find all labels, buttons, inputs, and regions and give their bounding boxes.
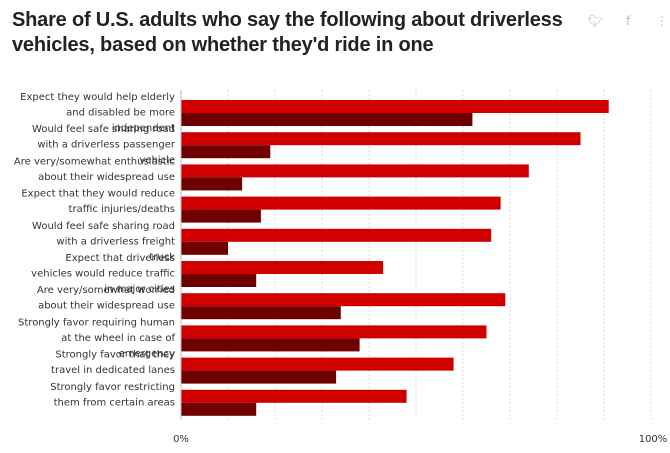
bar-s1-6	[181, 261, 384, 274]
bar-s2-4	[181, 209, 261, 223]
bar-s1-3	[181, 164, 529, 178]
category-label: at the wheel in case of	[61, 333, 175, 344]
category-label: Expect they would help elderly	[20, 92, 175, 103]
bar-s2-10	[181, 402, 257, 416]
category-label: Are very/somewhat worried	[37, 285, 175, 296]
category-label: Expect that they would reduce	[21, 189, 175, 200]
bar-s2-2	[181, 145, 271, 159]
x-tick-label: 100%	[639, 434, 668, 445]
category-label: and disabled be more	[66, 108, 175, 119]
category-label: about their widespread use	[38, 301, 175, 312]
category-label: vehicle	[139, 155, 175, 166]
category-label: with a driverless freight	[56, 236, 175, 247]
category-label: them from certain areas	[54, 397, 175, 408]
bar-s2-1	[181, 113, 473, 126]
category-label: about their widespread use	[38, 172, 175, 183]
twitter-icon[interactable]: 🐦︎	[588, 14, 604, 28]
bar-s1-5	[181, 228, 492, 242]
category-label: Would feel safe sharing road	[32, 124, 175, 135]
category-label: Expect that driverless	[65, 253, 175, 264]
bar-s1-8	[181, 325, 487, 339]
chart-title: Share of U.S. adults who say the followi…	[12, 9, 563, 56]
category-label: vehicles would reduce traffic	[31, 269, 175, 280]
bar-s1-1	[181, 100, 609, 113]
category-label: traffic injuries/deaths	[69, 204, 175, 215]
category-label: Strongly favor requiring human	[18, 317, 175, 328]
bar-s2-9	[181, 370, 337, 384]
bar-s2-6	[181, 274, 257, 287]
category-label: Strongly favor that they	[55, 350, 175, 361]
category-label: independent	[112, 123, 175, 134]
category-label: emergency	[119, 348, 175, 359]
bar-s2-7	[181, 306, 341, 320]
bar-s1-4	[181, 196, 501, 210]
bar-s2-8	[181, 338, 360, 352]
bar-s1-9	[181, 357, 454, 371]
more-icon[interactable]: ⋮	[656, 14, 668, 28]
facebook-icon[interactable]: f	[626, 14, 631, 28]
bar-s2-3	[181, 177, 243, 191]
bar-s1-10	[181, 389, 407, 403]
x-tick-label: 0%	[173, 434, 189, 445]
bar-s2-5	[181, 241, 228, 255]
category-label: Are very/somewhat enthusiastic	[14, 156, 175, 167]
chart-header: Share of U.S. adults who say the followi…	[12, 8, 582, 58]
category-label: in major cities	[104, 284, 175, 295]
category-label: Strongly favor restricting	[50, 382, 175, 393]
category-label: travel in dedicated lanes	[51, 365, 175, 376]
category-label: with a driverless passenger	[37, 140, 176, 151]
bar-s1-7	[181, 293, 506, 307]
category-label: truck	[149, 252, 175, 263]
category-label: Would feel safe sharing road	[32, 221, 175, 232]
bar-s1-2	[181, 132, 581, 146]
